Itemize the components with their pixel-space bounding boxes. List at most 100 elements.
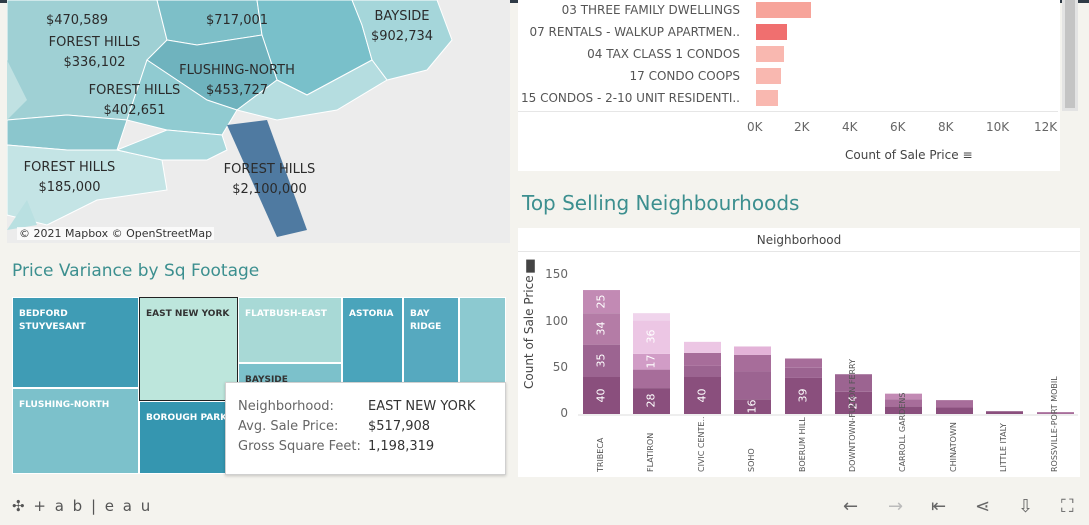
bar-segment[interactable] bbox=[734, 399, 771, 414]
download-icon[interactable]: ⇩ bbox=[1018, 496, 1034, 517]
bar-segment[interactable] bbox=[684, 341, 721, 353]
bar-category-label: 04 TAX CLASS 1 CONDOS bbox=[587, 47, 740, 61]
map-label-forest-hills-2: FOREST HILLS $402,651 bbox=[88, 83, 181, 118]
building-class-chart[interactable]: 03 THREE FAMILY DWELLINGS 07 RENTALS - WA… bbox=[518, 0, 1060, 171]
x-category-label: TRIBECA bbox=[595, 437, 605, 472]
segment-label: 39 bbox=[796, 388, 809, 403]
bar-segment[interactable] bbox=[734, 346, 771, 355]
treemap-tile[interactable]: BOROUGH PARK bbox=[139, 401, 238, 474]
bar-segment[interactable] bbox=[835, 391, 872, 414]
neighbourhoods-title: Top Selling Neighbourhoods bbox=[522, 191, 800, 215]
share-icon[interactable]: ⋖ bbox=[975, 496, 991, 517]
x-tick-label: 6K bbox=[890, 120, 906, 134]
bar-category-label: 17 CONDO COOPS bbox=[629, 69, 740, 83]
segment-label: 16 bbox=[745, 399, 758, 414]
x-category-label: FLATIRON bbox=[645, 432, 655, 472]
bar[interactable] bbox=[756, 2, 812, 18]
bar-segment[interactable] bbox=[633, 369, 670, 389]
x-category-label: ROSSVILLE-PORT MOBIL bbox=[1049, 376, 1059, 472]
tableau-logo[interactable]: ✣ + a b | e a u bbox=[12, 497, 153, 515]
tableau-cross-icon: ✣ bbox=[12, 497, 27, 515]
x-category-label: SOHO bbox=[746, 448, 756, 472]
x-category-label: CHINATOWN bbox=[948, 422, 958, 472]
bar-segment[interactable] bbox=[684, 365, 721, 377]
treemap-title: Price Variance by Sq Footage bbox=[12, 261, 260, 281]
bar[interactable] bbox=[756, 90, 778, 106]
bar-segment[interactable] bbox=[684, 352, 721, 366]
y-tick-label: 50 bbox=[552, 359, 568, 374]
scrollbar-thumb[interactable] bbox=[1065, 0, 1075, 108]
treemap-tile[interactable] bbox=[459, 297, 506, 387]
redo-icon[interactable]: → bbox=[888, 496, 904, 517]
stacked-bars[interactable] bbox=[518, 228, 1080, 477]
bar-segment[interactable] bbox=[785, 367, 822, 378]
x-category-label: CARROLL GARDENS bbox=[897, 392, 907, 472]
tooltip-row: Avg. Sale Price: $517,908 bbox=[238, 419, 431, 434]
bar-segment[interactable] bbox=[734, 354, 771, 372]
y-tick-label: 100 bbox=[545, 313, 568, 328]
map-regions bbox=[7, 0, 510, 243]
segment-label: 34 bbox=[594, 321, 607, 336]
bar-category-label: 03 THREE FAMILY DWELLINGS bbox=[561, 3, 740, 17]
x-tick-label: 10K bbox=[986, 120, 1010, 134]
bar-chart-icon[interactable]: ▐▌ bbox=[522, 260, 539, 273]
segment-label: 35 bbox=[594, 353, 607, 368]
treemap-tile[interactable]: FLATBUSH-EAST bbox=[238, 297, 342, 363]
segment-label: 36 bbox=[644, 329, 657, 344]
bar-segment[interactable] bbox=[986, 411, 1023, 414]
bar-segment[interactable] bbox=[583, 344, 620, 377]
bar-segment[interactable] bbox=[936, 407, 973, 414]
y-tick-label: 0 bbox=[560, 406, 568, 420]
bar[interactable] bbox=[756, 46, 784, 62]
segment-label: 40 bbox=[695, 388, 708, 402]
x-axis-label[interactable]: Count of Sale Price ≡ bbox=[845, 148, 973, 162]
treemap-tile[interactable]: ASTORIA bbox=[342, 297, 403, 387]
bar[interactable] bbox=[756, 24, 788, 40]
treemap-tile[interactable]: BAY RIDGE bbox=[403, 297, 459, 387]
undo-icon[interactable]: ← bbox=[843, 496, 859, 517]
bar-segment[interactable] bbox=[684, 377, 721, 414]
x-tick-label: 2K bbox=[794, 120, 810, 134]
x-tick-label: 0K bbox=[747, 120, 763, 134]
bar-segment[interactable] bbox=[835, 374, 872, 392]
tooltip: Neighborhood: EAST NEW YORK Avg. Sale Pri… bbox=[225, 382, 506, 475]
bar-segment[interactable] bbox=[936, 400, 973, 408]
segment-label: 40 bbox=[594, 388, 607, 402]
y-tick-label: 150 bbox=[545, 267, 568, 282]
bar-segment[interactable] bbox=[785, 377, 822, 414]
bar-category-label: 07 RENTALS - WALKUP APARTMEN.. bbox=[529, 25, 740, 39]
chart-divider bbox=[518, 111, 1058, 112]
bar-segment[interactable] bbox=[633, 320, 670, 354]
bar-segment[interactable] bbox=[885, 393, 922, 400]
treemap-tile[interactable]: BEDFORD STUYVESANT bbox=[12, 297, 139, 388]
bar-segment[interactable] bbox=[785, 358, 822, 368]
map-label-flushing-north: FLUSHING-NORTH $453,727 bbox=[179, 63, 295, 98]
map-view[interactable]: $470,589 $717,001 BAYSIDE $902,734 FOREST… bbox=[7, 0, 510, 243]
bar-segment[interactable] bbox=[633, 388, 670, 414]
x-tick-label: 8K bbox=[938, 120, 954, 134]
bar-segment[interactable] bbox=[583, 377, 620, 414]
x-tick-label: 4K bbox=[842, 120, 858, 134]
treemap-tile[interactable]: EAST NEW YORK bbox=[139, 297, 238, 401]
footer-toolbar: ✣ + a b | e a u ← → ⇤ ⋖ ⇩ ⛶ bbox=[0, 488, 1089, 525]
bar-segment[interactable] bbox=[633, 313, 670, 321]
sort-icon[interactable]: ≡ bbox=[962, 148, 973, 162]
bar-segment[interactable] bbox=[583, 313, 620, 345]
fullscreen-icon[interactable]: ⛶ bbox=[1061, 496, 1074, 517]
treemap-tile[interactable]: FLUSHING-NORTH bbox=[12, 388, 139, 474]
bar[interactable] bbox=[756, 68, 782, 84]
map-label-1: $470,589 bbox=[45, 13, 109, 28]
bar-segment[interactable] bbox=[1037, 412, 1074, 414]
map-label-forest-hills-3: FOREST HILLS $185,000 bbox=[23, 160, 116, 195]
segment-label: 25 bbox=[594, 294, 607, 309]
scrollbar-track[interactable] bbox=[1062, 0, 1078, 111]
bar-segment[interactable] bbox=[734, 371, 771, 400]
bar-segment[interactable] bbox=[885, 406, 922, 414]
neighbourhoods-chart[interactable]: Neighborhood ▐▌ Count of Sale Price 0 50 1… bbox=[518, 228, 1080, 477]
bar-segment[interactable] bbox=[633, 353, 670, 370]
map-label-2: $717,001 bbox=[205, 13, 269, 28]
map-attribution[interactable]: © 2021 Mapbox © OpenStreetMap bbox=[17, 227, 215, 240]
bar-segment[interactable] bbox=[885, 399, 922, 407]
bar-segment[interactable] bbox=[583, 290, 620, 314]
revert-icon[interactable]: ⇤ bbox=[931, 496, 947, 517]
